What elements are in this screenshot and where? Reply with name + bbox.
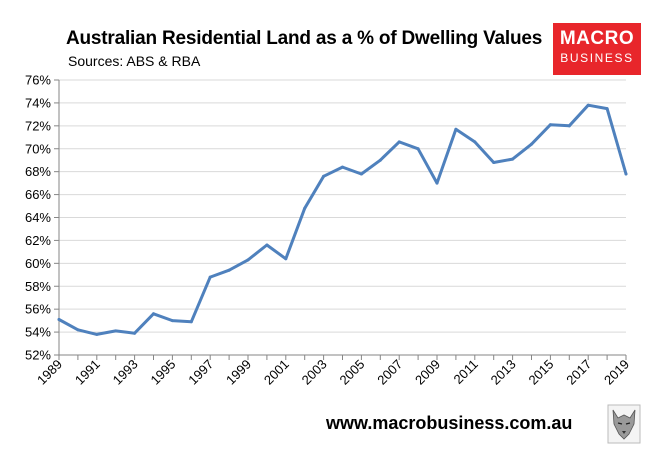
data-point (492, 161, 496, 164)
data-point (57, 317, 61, 321)
y-tick-label: 56% (25, 302, 51, 317)
x-tick-label: 2011 (451, 357, 481, 387)
data-point (189, 320, 193, 324)
data-point (586, 103, 590, 107)
x-tick-label: 2001 (261, 357, 292, 388)
series-line (57, 103, 628, 336)
y-tick-label: 72% (25, 118, 51, 133)
data-point (624, 172, 628, 176)
data-point (303, 206, 307, 210)
data-point (378, 158, 382, 162)
data-point (454, 127, 458, 131)
data-point (473, 140, 477, 144)
data-point (359, 172, 363, 176)
data-point (567, 124, 571, 128)
website-url[interactable]: www.macrobusiness.com.au (326, 413, 573, 433)
data-point (246, 258, 250, 262)
data-point (227, 268, 231, 272)
gridlines (59, 79, 626, 333)
y-tick-label: 60% (25, 256, 51, 271)
data-point (133, 331, 137, 335)
chart-title: Australian Residential Land as a % of Dw… (66, 28, 543, 49)
data-point (530, 142, 533, 146)
data-point (397, 140, 401, 144)
x-tick-label: 2019 (601, 357, 632, 388)
data-point (265, 243, 269, 247)
x-tick-label: 2003 (299, 357, 330, 388)
x-tick-label: 1991 (72, 357, 103, 388)
y-tick-label: 76% (25, 73, 51, 88)
y-tick-label: 68% (25, 164, 51, 179)
macrobusiness-logo[interactable]: MACRO BUSINESS (553, 23, 641, 75)
data-point (170, 319, 174, 323)
x-tick-label: 1993 (110, 357, 141, 388)
data-point (152, 312, 155, 316)
x-tick-label: 2007 (374, 357, 405, 388)
data-point (341, 165, 344, 169)
x-tick-label: 2013 (488, 357, 519, 388)
series-points (57, 103, 628, 336)
data-point (416, 147, 420, 151)
x-axis-ticks: 1989 1991 1993 1995 1997 1999 2001 2003 2005 2007… (34, 355, 632, 388)
logo-line-2: BUSINESS (560, 51, 634, 65)
data-point (322, 174, 326, 178)
x-tick-label: 2015 (525, 357, 556, 388)
y-tick-label: 64% (25, 210, 51, 225)
data-point (548, 123, 552, 127)
data-point (114, 329, 118, 333)
x-tick-label: 2005 (336, 357, 367, 388)
y-tick-label: 54% (25, 325, 51, 340)
y-tick-label: 66% (25, 187, 51, 202)
x-tick-label: 2017 (563, 357, 594, 388)
y-tick-label: 70% (25, 141, 51, 156)
data-point (208, 275, 212, 279)
data-point (605, 107, 609, 111)
y-axis-ticks: 52% 54% 56% 58% 60% 62% 64% 66% 68% 70% 72% 74% 76% (25, 73, 59, 363)
x-tick-label: 1999 (223, 357, 254, 388)
x-tick-label: 1997 (185, 357, 216, 388)
wolf-logo-icon (607, 404, 641, 444)
data-point (76, 328, 80, 332)
data-point (95, 332, 99, 336)
y-tick-label: 62% (25, 233, 51, 248)
x-tick-label: 2009 (412, 357, 443, 388)
chart-subtitle: Sources: ABS & RBA (68, 53, 201, 69)
data-point (511, 157, 515, 161)
y-tick-label: 74% (25, 95, 51, 110)
data-point (284, 257, 288, 261)
x-tick-label: 1995 (147, 357, 178, 388)
logo-line-1: MACRO (559, 28, 635, 49)
y-tick-label: 58% (25, 279, 51, 294)
data-point (435, 181, 439, 185)
y-tick-label: 52% (25, 348, 51, 363)
